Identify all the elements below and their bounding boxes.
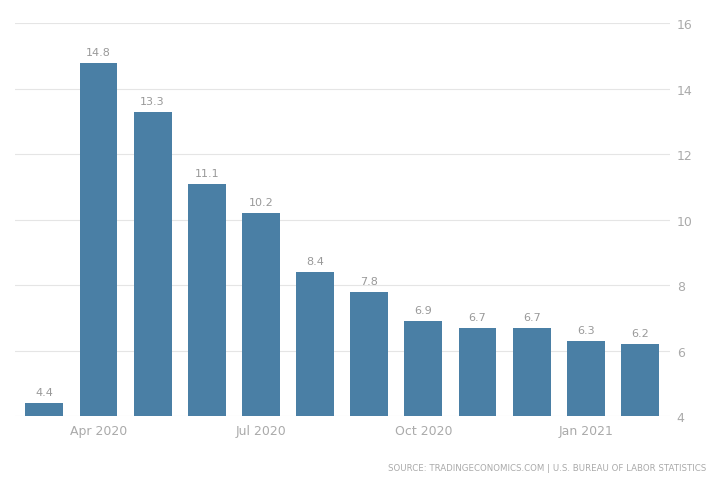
Text: 8.4: 8.4	[306, 257, 324, 267]
Text: 7.8: 7.8	[360, 276, 378, 286]
Bar	[621, 345, 659, 416]
Text: 14.8: 14.8	[86, 47, 111, 58]
Text: 6.2: 6.2	[631, 329, 649, 338]
Bar	[134, 112, 172, 416]
Text: 6.7: 6.7	[469, 312, 486, 322]
Bar	[188, 184, 226, 416]
Text: 6.7: 6.7	[523, 312, 541, 322]
Text: 4.4: 4.4	[36, 387, 53, 397]
Bar	[242, 214, 280, 416]
Text: 6.3: 6.3	[577, 325, 595, 335]
Bar	[296, 272, 334, 416]
Bar	[350, 292, 388, 416]
Bar	[567, 341, 605, 416]
Text: 11.1: 11.1	[194, 168, 219, 179]
Text: 10.2: 10.2	[248, 198, 273, 208]
Bar	[79, 63, 117, 416]
Bar	[405, 321, 443, 416]
Bar	[459, 328, 496, 416]
Text: 13.3: 13.3	[141, 96, 165, 106]
Bar	[25, 403, 63, 416]
Bar	[513, 328, 550, 416]
Text: 6.9: 6.9	[414, 305, 432, 316]
Text: SOURCE: TRADINGECONOMICS.COM | U.S. BUREAU OF LABOR STATISTICS: SOURCE: TRADINGECONOMICS.COM | U.S. BURE…	[388, 463, 706, 472]
